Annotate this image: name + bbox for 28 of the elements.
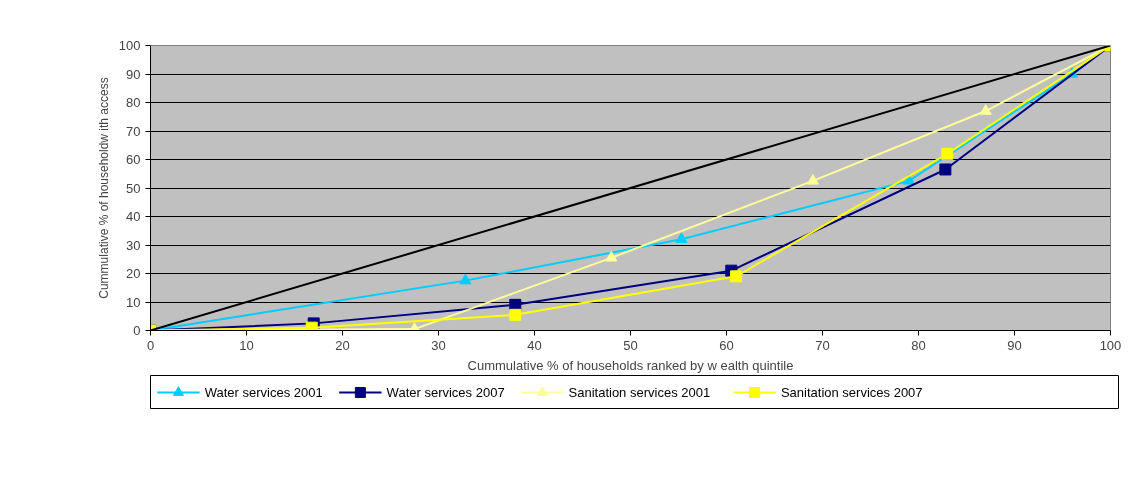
y-tick-label: 30 (126, 237, 141, 253)
y-tick-label: 0 (133, 323, 141, 338)
y-tick-label: 10 (126, 294, 141, 310)
y-tick-label: 100 (118, 38, 141, 53)
x-tick-label: 70 (815, 337, 830, 353)
y-tick-label: 70 (126, 123, 141, 139)
legend-label: Sanitation services 2007 (780, 385, 923, 400)
x-tick-label: 40 (527, 337, 542, 353)
x-axis-title: Cummulative % of households ranked by w ealth quintile (467, 357, 794, 373)
y-tick-label: 50 (126, 180, 141, 196)
x-tick-label: 90 (1007, 337, 1022, 353)
legend-label: Sanitation services 2001 (568, 385, 711, 400)
x-tick-label: 10 (239, 337, 254, 353)
legend-label: Water services 2001 (204, 385, 323, 400)
x-tick-label: 80 (911, 337, 926, 353)
x-tick-label: 0 (146, 337, 155, 353)
y-axis-title: Cummulative % of householdw ith access (96, 77, 111, 299)
x-tick-label: 100 (1099, 337, 1122, 353)
x-tick-label: 60 (719, 337, 734, 353)
y-tick-label: 60 (126, 152, 141, 167)
x-tick-label: 50 (623, 337, 638, 353)
legend-label: Water services 2007 (386, 385, 505, 400)
y-tick-label: 40 (126, 209, 141, 224)
y-tick-label: 80 (126, 95, 141, 110)
x-tick-label: 30 (431, 337, 446, 353)
x-tick-label: 20 (335, 337, 350, 353)
y-tick-label: 20 (126, 266, 141, 281)
y-tick-label: 90 (126, 66, 141, 82)
